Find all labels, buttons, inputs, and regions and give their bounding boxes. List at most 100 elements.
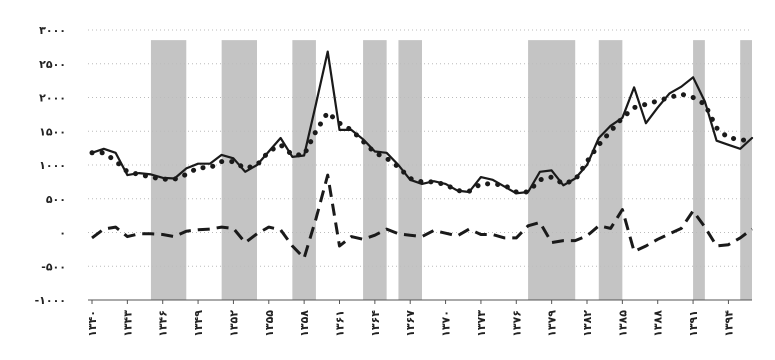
y-tick-labels: -۱۰۰۰ -۵۰۰ ۰ ۵۰۰ ۱۰۰۰ ۱۵۰۰ ۲۰۰۰ ۲۵۰۰ ۳۰۰۰	[35, 24, 66, 307]
point-dashed-1366	[398, 233, 399, 234]
shaded-period-7	[693, 40, 705, 300]
point-solid-1344	[139, 173, 140, 174]
point-dotted-1393	[716, 127, 717, 128]
y-tick-label: ۲۵۰۰	[39, 58, 66, 71]
point-dashed-1377	[527, 225, 528, 226]
point-dotted-1347	[174, 179, 175, 180]
point-dashed-1379	[551, 242, 552, 243]
point-dotted-1340	[91, 152, 92, 153]
point-solid-1341	[103, 148, 104, 149]
point-solid-1359	[315, 104, 316, 105]
x-tick-label: ۱۳۸۵	[616, 310, 629, 337]
point-dashed-1395	[740, 237, 741, 238]
x-tick-label: ۱۳۸۸	[652, 310, 665, 337]
x-tick-label: ۱۳۷۶	[510, 310, 523, 337]
y-tick-label: -۵۰۰	[41, 260, 66, 273]
point-dotted-1354	[256, 164, 257, 165]
point-dashed-1390	[681, 228, 682, 229]
point-dashed-1385	[622, 209, 623, 210]
point-dotted-1346	[162, 179, 163, 180]
point-dotted-1345	[150, 177, 151, 178]
y-tick-label: ۱۵۰۰	[39, 125, 66, 138]
point-dotted-1369	[433, 181, 434, 182]
point-dotted-1366	[398, 166, 399, 167]
y-tick-label: -۱۰۰۰	[35, 294, 66, 307]
point-solid-1342	[115, 152, 116, 153]
point-dotted-1342	[115, 160, 116, 161]
x-tick-label: ۱۳۷۳	[475, 310, 488, 337]
point-dotted-1343	[127, 171, 128, 172]
point-solid-1357	[292, 156, 293, 157]
point-dashed-1394	[728, 244, 729, 245]
x-tick-label: ۱۳۴۰	[86, 310, 99, 337]
point-dashed-1372	[469, 229, 470, 230]
point-solid-1352	[233, 158, 234, 159]
point-dotted-1368	[421, 181, 422, 182]
point-dotted-1387	[645, 104, 646, 105]
point-solid-1360	[327, 51, 328, 52]
x-tick-label: ۱۳۵۸	[298, 310, 311, 337]
point-dashed-1386	[634, 251, 635, 252]
x-tick-label: ۱۳۹۴	[722, 310, 735, 337]
point-solid-1391	[692, 77, 693, 78]
point-dashed-1380	[563, 240, 564, 241]
point-solid-1380	[563, 185, 564, 186]
point-dotted-1367	[410, 178, 411, 179]
shaded-period-8	[740, 40, 752, 300]
point-solid-1396	[751, 137, 752, 138]
x-tick-label: ۱۳۷۹	[546, 310, 559, 337]
point-dotted-1357	[292, 154, 293, 155]
point-dotted-1394	[728, 137, 729, 138]
point-dashed-1352	[233, 228, 234, 229]
series-line-dashed	[91, 173, 753, 260]
point-dashed-1358	[304, 258, 305, 259]
shaded-period-1	[221, 40, 257, 300]
point-dotted-1353	[245, 168, 246, 169]
point-dotted-1374	[492, 183, 493, 184]
x-tick-label: ۱۳۸۲	[581, 310, 594, 337]
point-dotted-1388	[657, 100, 658, 101]
axes	[88, 299, 752, 304]
shaded-period-2	[292, 40, 316, 300]
point-dotted-1392	[704, 104, 705, 105]
point-dashed-1353	[245, 242, 246, 243]
point-dashed-1374	[492, 234, 493, 235]
point-dashed-1396	[751, 229, 752, 230]
point-dashed-1359	[315, 218, 316, 219]
point-dashed-1375	[504, 237, 505, 238]
point-dashed-1346	[162, 234, 163, 235]
x-tick-label: ۱۳۴۶	[157, 310, 170, 337]
point-dashed-1355	[268, 227, 269, 228]
point-solid-1379	[551, 170, 552, 171]
point-dotted-1359	[315, 131, 316, 132]
point-dashed-1369	[433, 230, 434, 231]
point-dotted-1390	[681, 94, 682, 95]
point-dotted-1395	[740, 139, 741, 140]
point-dashed-1364	[374, 235, 375, 236]
point-dotted-1391	[692, 97, 693, 98]
point-dashed-1356	[280, 229, 281, 230]
point-dashed-1389	[669, 233, 670, 234]
point-dashed-1373	[480, 234, 481, 235]
point-dotted-1361	[339, 123, 340, 124]
point-dashed-1382	[586, 235, 587, 236]
point-dashed-1381	[575, 240, 576, 241]
point-dashed-1376	[516, 237, 517, 238]
point-solid-1353	[245, 171, 246, 172]
point-dashed-1368	[421, 236, 422, 237]
point-solid-1373	[480, 177, 481, 178]
x-tick-labels: ۱۳۴۰ ۱۳۴۳ ۱۳۴۶ ۱۳۴۹ ۱۳۵۲ ۱۳۵۵ ۱۳۵۸ ۱۳۶۱ ۱۳۶۴ ۱۳۶۷…	[86, 310, 735, 337]
point-dashed-1383	[598, 225, 599, 226]
point-dashed-1363	[362, 239, 363, 240]
x-tick-label: ۱۳۵۵	[263, 310, 276, 337]
point-solid-1348	[186, 168, 187, 169]
point-dashed-1357	[292, 245, 293, 246]
shaded-period-0	[150, 40, 187, 300]
point-dashed-1344	[139, 233, 140, 234]
point-dotted-1386	[634, 107, 635, 108]
point-dashed-1371	[457, 235, 458, 236]
series-line-solid	[90, 50, 754, 195]
point-dotted-1372	[469, 191, 470, 192]
point-dashed-1360	[327, 175, 328, 176]
